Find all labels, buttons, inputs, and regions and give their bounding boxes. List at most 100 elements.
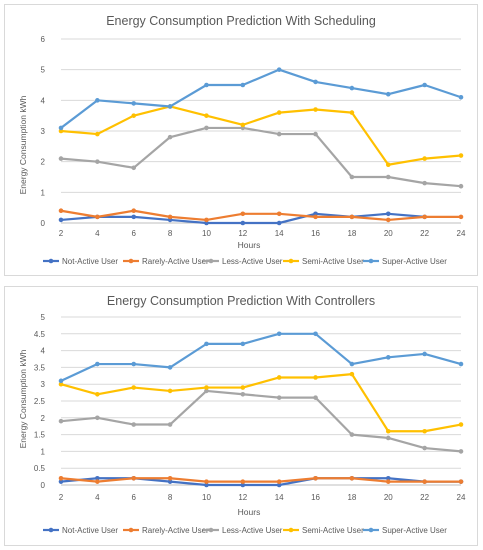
data-point [167,365,173,370]
data-point [422,479,427,484]
data-point [58,208,64,214]
legend-label: Less-Active User [222,257,283,266]
data-point [458,183,464,189]
data-point [204,482,209,488]
data-point [58,475,64,481]
data-point [422,180,427,186]
y-axis-label: Energy Consumption kWh [18,95,28,194]
y-tick-label: 2 [41,158,46,167]
legend: Not-Active User Rarely-Active User Less-Ac… [43,257,447,266]
data-point [131,113,137,118]
x-tick-label: 22 [420,493,429,502]
legend-marker [288,527,294,533]
data-point [276,395,282,400]
data-point [131,475,137,481]
data-point [276,220,282,226]
y-tick-label: 4.5 [34,330,46,339]
data-point [349,85,355,91]
series-semi-active-user [58,104,464,168]
x-tick-label: 2 [59,493,64,502]
data-point [95,131,100,137]
legend-marker [48,527,54,533]
y-tick-label: 1 [41,447,46,456]
controllers-chart-panel: Energy Consumption Prediction With Contr… [4,286,478,546]
x-tick-label: 18 [347,493,356,502]
data-point [95,98,100,103]
chart-title: Energy Consumption Prediction With Contr… [107,294,375,308]
legend-item: Rarely-Active User [123,526,209,535]
series-rarely-active-user [58,475,464,484]
data-point [240,391,246,397]
y-tick-label: 4 [41,96,46,105]
controllers-chart: Energy Consumption Prediction With Contr… [18,294,466,535]
data-point [422,428,427,434]
data-point [276,131,282,137]
legend-marker [368,258,374,264]
y-tick-label: 2 [41,414,46,423]
series-line [60,477,461,483]
data-point [204,82,209,88]
scheduling-chart-panel: Energy Consumption Prediction With Sched… [4,4,478,276]
x-tick-label: 16 [311,493,320,502]
data-point [240,479,246,484]
data-point [349,214,355,220]
legend-item: Less-Active User [203,526,283,535]
series-super-active-user [58,67,464,131]
x-tick-label: 24 [457,493,466,502]
x-tick-label: 20 [384,493,393,502]
data-point [167,422,173,427]
data-point [313,475,318,481]
data-point [58,156,64,161]
data-point [95,479,100,484]
y-tick-label: 5 [41,313,46,322]
legend-item: Not-Active User [43,526,118,535]
legend-item: Super-Active User [363,526,447,535]
x-tick-label: 16 [311,229,320,238]
x-tick-label: 10 [202,229,211,238]
data-point [167,388,173,394]
scheduling-chart: Energy Consumption Prediction With Sched… [18,14,466,266]
chart-title: Energy Consumption Prediction With Sched… [106,14,376,28]
data-point [131,214,137,220]
data-point [385,217,391,223]
legend-marker [208,258,214,264]
x-tick-label: 2 [59,229,64,238]
data-point [276,211,282,217]
data-point [58,381,64,387]
legend-label: Semi-Active User [302,257,364,266]
series-line [60,332,462,382]
data-point [167,475,173,481]
data-point [167,479,173,484]
legend-item: Semi-Active User [283,526,364,535]
x-tick-label: 14 [275,493,284,502]
legend-item: Rarely-Active User [123,257,209,266]
data-point [131,361,137,367]
legend-label: Semi-Active User [302,526,364,535]
data-point [385,211,391,217]
data-point [58,378,64,384]
data-point [349,361,355,367]
x-tick-label: 6 [132,229,137,238]
legend-label: Rarely-Active User [142,257,209,266]
series-line [60,209,461,222]
data-point [385,91,391,97]
data-point [240,211,246,217]
data-point [131,101,137,106]
data-point [313,331,318,337]
x-axis-label: Hours [238,240,261,250]
data-point [204,388,209,394]
y-tick-label: 3.5 [34,363,46,372]
y-tick-label: 0.5 [34,464,46,473]
data-point [276,479,282,484]
data-point [204,113,209,118]
legend-item: Not-Active User [43,257,118,266]
data-point [276,331,282,337]
series-line [60,373,462,433]
data-point [349,432,355,437]
legend-item: Less-Active User [203,257,283,266]
data-point [385,428,391,434]
x-tick-label: 12 [238,493,247,502]
data-point [95,159,100,164]
data-point [167,214,173,220]
series-less-active-user [58,388,464,454]
